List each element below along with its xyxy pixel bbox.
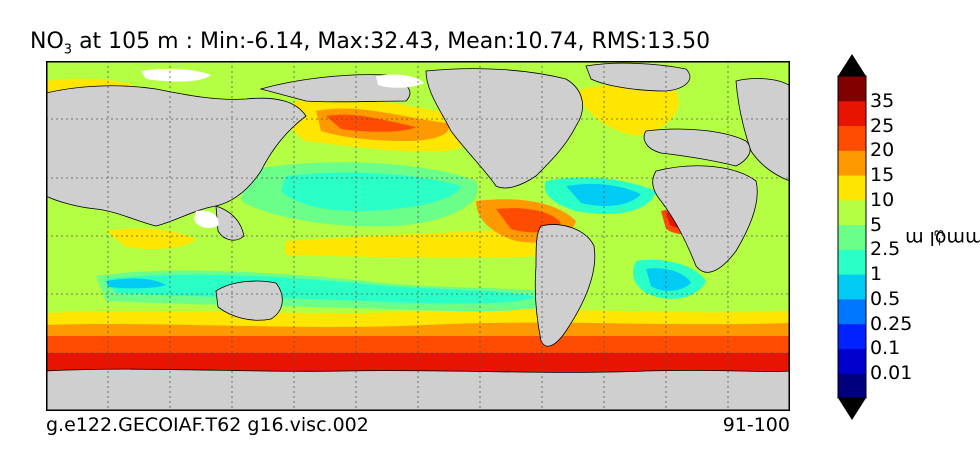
eurasia-west-land xyxy=(46,85,307,227)
colorbar-tick-label: 20 xyxy=(870,139,895,162)
arctic-ice-mask xyxy=(141,68,211,82)
europe-land xyxy=(643,128,751,167)
north-pacific-gyre-1 xyxy=(281,172,461,211)
case-name-label: g.e122.GECOIAF.T62 g16.visc.002 xyxy=(46,414,369,436)
colorbar-tick-label: 2.5 xyxy=(870,238,901,261)
colorbar-tick-label: 1 xyxy=(870,263,883,286)
colorbar-segment xyxy=(838,199,866,226)
colorbar-segment xyxy=(838,100,866,127)
colorbar-segment xyxy=(838,249,866,275)
colorbar-segment xyxy=(838,76,866,102)
north-atlantic-gyre-0-5 xyxy=(566,183,641,206)
australia-land xyxy=(215,280,283,321)
title-subscript: 3 xyxy=(63,42,73,58)
colorbar-segment xyxy=(838,348,866,374)
colorbar-tick-label: 0.1 xyxy=(870,337,901,360)
title-depth: at 105 m xyxy=(79,29,179,54)
antarctica-land xyxy=(46,368,790,411)
colorbar-frame xyxy=(837,75,867,399)
colorbar-over-triangle xyxy=(838,54,866,76)
colorbar-segment xyxy=(838,323,866,349)
colorbar-graphic xyxy=(837,54,867,420)
colorbar-segment xyxy=(838,175,866,201)
colorbar-under-triangle xyxy=(838,398,866,420)
colorbar-tick-label: 0.01 xyxy=(870,362,913,385)
bering-ice-mask xyxy=(376,74,424,88)
colorbar xyxy=(834,54,874,420)
south-atlantic-gyre-0-5 xyxy=(646,268,691,291)
africa-land xyxy=(652,165,758,273)
colorbar-tick-label: 5 xyxy=(870,213,883,236)
indonesia-mask xyxy=(194,210,219,229)
indian-ocean-band-10 xyxy=(106,228,196,249)
colorbar-segment xyxy=(838,373,866,399)
title-stats: : Min:-6.14, Max:32.43, Mean:10.74, RMS:… xyxy=(185,29,711,54)
unit-base: mmol m xyxy=(904,227,980,250)
asia-east-edge-land xyxy=(735,78,790,182)
colorbar-tick-label: 0.25 xyxy=(870,312,913,335)
lat-lon-grid xyxy=(46,61,790,411)
colorbar-segment xyxy=(838,150,866,176)
colorbar-tick-label: 15 xyxy=(870,164,895,187)
land-masses xyxy=(46,62,790,411)
ocean-map xyxy=(46,61,790,411)
greenland-land xyxy=(585,62,691,92)
map-panel xyxy=(46,61,790,411)
colorbar-segment xyxy=(838,224,866,250)
south-pacific-gyre-1 xyxy=(106,274,536,304)
north-america-land xyxy=(425,68,583,189)
colorbar-tick-label: 0.5 xyxy=(870,287,901,310)
north-pacific-band-20 xyxy=(326,114,416,132)
colorbar-segment xyxy=(838,298,866,325)
colorbar-unit-label: mmol m −3 xyxy=(905,178,980,298)
map-border xyxy=(46,61,790,411)
map-title: NO3 at 105 m : Min:-6.14, Max:32.43, Mea… xyxy=(30,26,830,58)
years-label: 91-100 xyxy=(722,414,790,436)
colorbar-tick-label: 10 xyxy=(870,188,895,211)
south-pacific-gyre-0-5 xyxy=(106,278,166,289)
title-species: NO xyxy=(30,29,64,54)
subpolar-atlantic-band-10 xyxy=(576,84,679,136)
colorbar-tick-label: 35 xyxy=(870,89,895,112)
colorbar-segment xyxy=(838,274,866,300)
south-america-land xyxy=(534,224,596,347)
colorbar-tick-label: 25 xyxy=(870,114,895,137)
colorbar-segment xyxy=(838,125,866,151)
